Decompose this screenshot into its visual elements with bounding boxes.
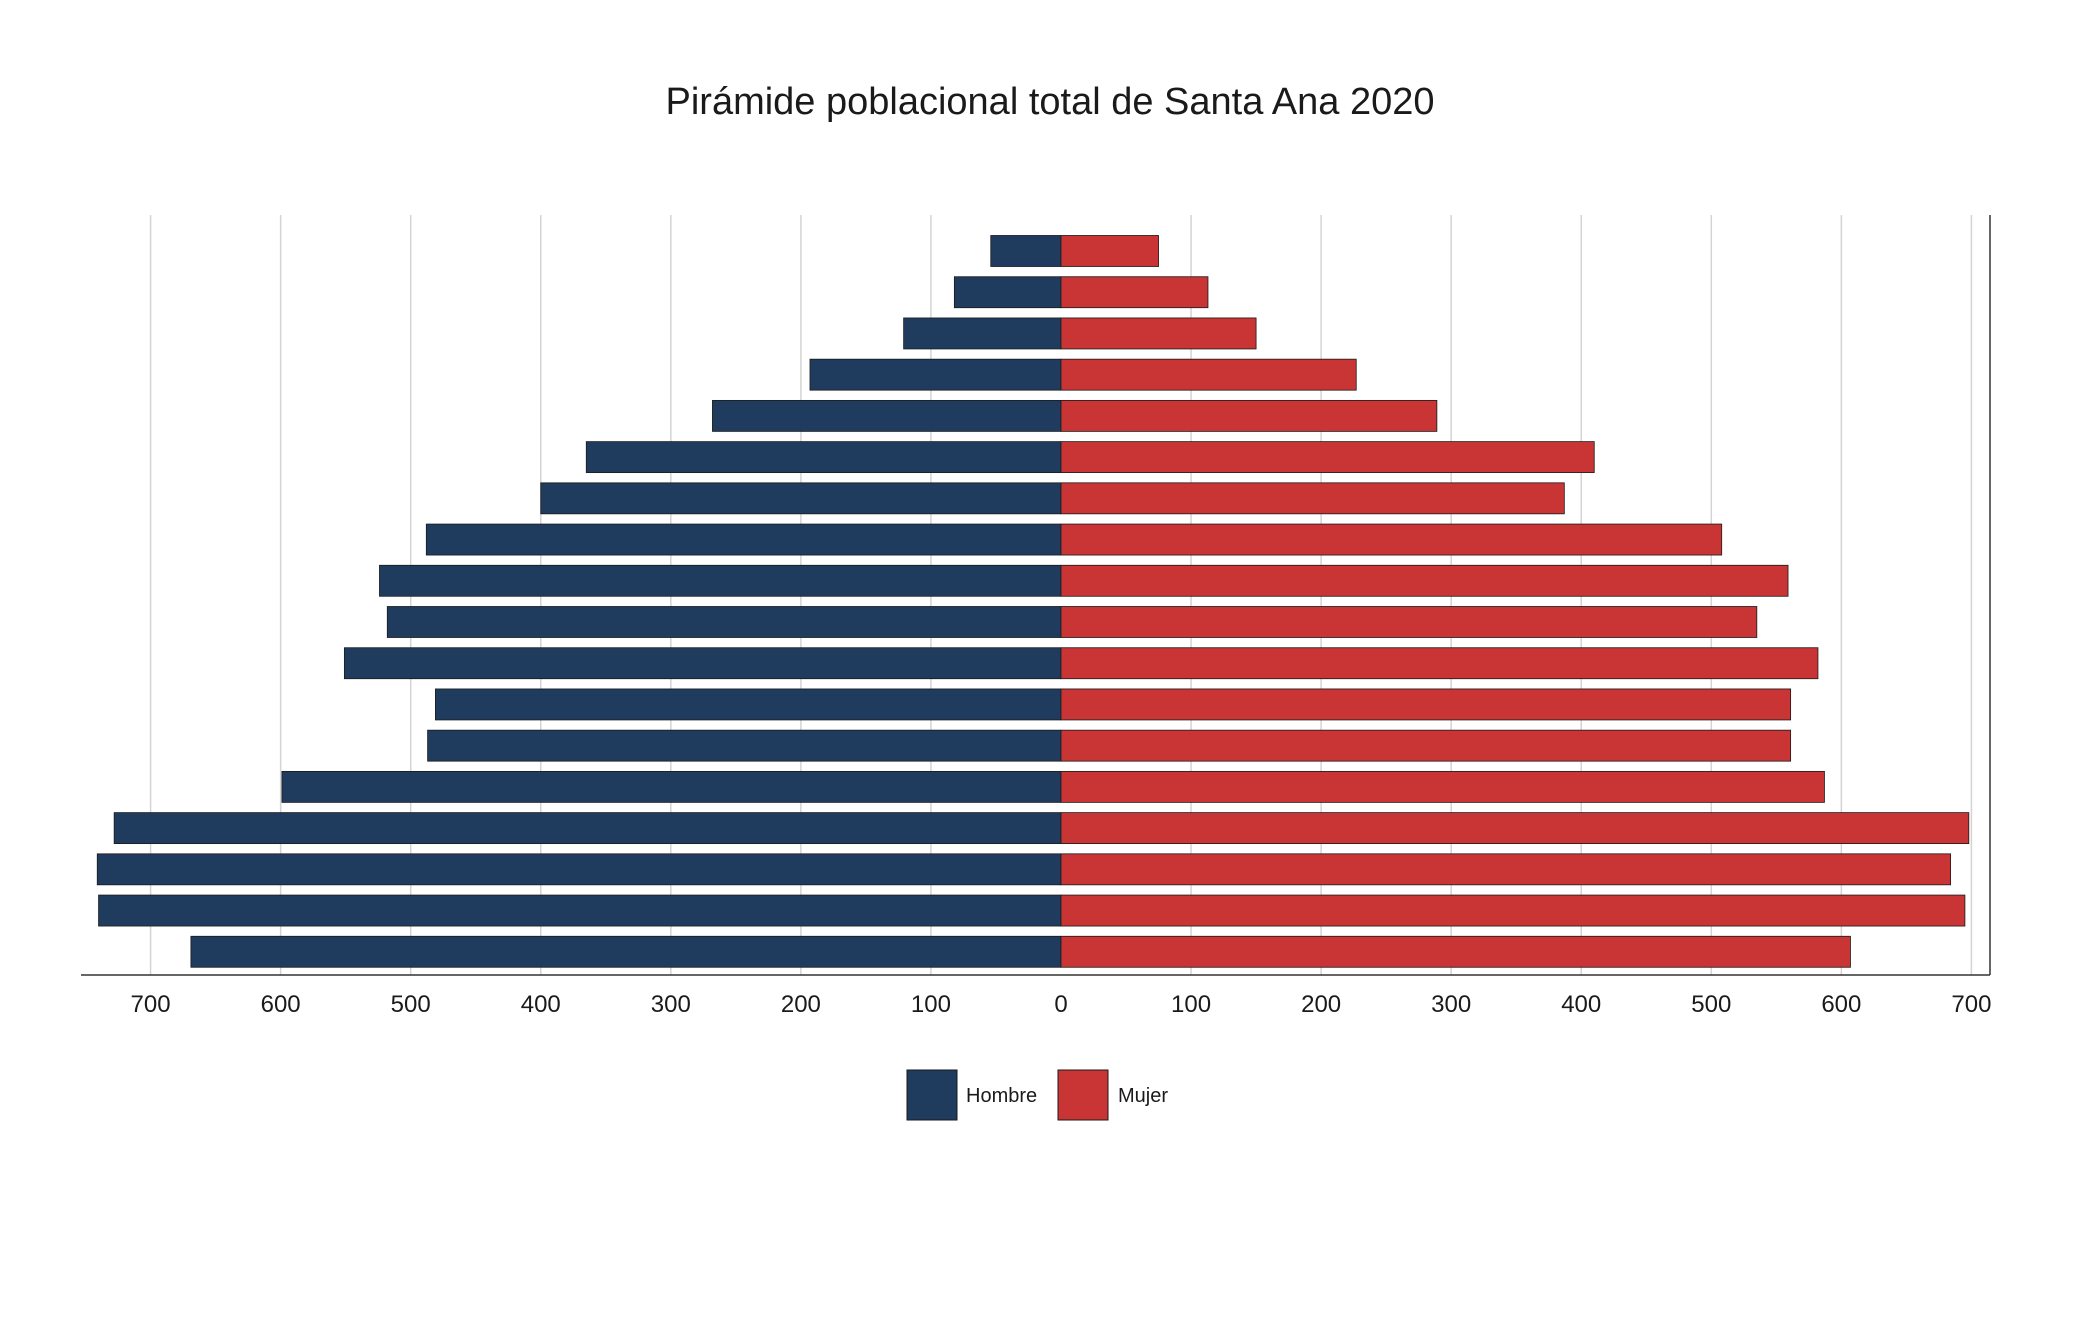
x-tick-label: 300 (651, 991, 691, 1018)
bar-hombre (98, 894, 1062, 927)
bar-mujer (1060, 935, 1851, 968)
bar-hombre (712, 399, 1062, 432)
bar-mujer (1060, 358, 1357, 391)
x-tick-label: 500 (391, 991, 431, 1018)
bar-mujer (1060, 482, 1565, 515)
x-tick-label: 700 (1951, 991, 1991, 1018)
bar-mujer (1060, 853, 1952, 886)
bar-hombre (113, 812, 1062, 845)
legend-swatch (906, 1069, 958, 1121)
x-tick-label: 500 (1691, 991, 1731, 1018)
legend-item-mujer[interactable]: Mujer (1057, 1069, 1168, 1121)
x-tick-label: 100 (911, 991, 951, 1018)
bar-mujer (1060, 564, 1789, 597)
bar-hombre (953, 276, 1062, 309)
x-tick-label: 400 (1561, 991, 1601, 1018)
x-tick-label: 200 (1301, 991, 1341, 1018)
legend-label: Hombre (966, 1085, 1037, 1107)
bars (96, 235, 1970, 968)
bar-mujer (1060, 894, 1966, 927)
x-tick-label: 100 (1171, 991, 1211, 1018)
x-tick-label: 600 (261, 991, 301, 1018)
bar-hombre (427, 729, 1062, 762)
axes (81, 215, 1991, 976)
bar-hombre (343, 647, 1062, 680)
bar-mujer (1060, 606, 1758, 638)
x-tick-label: 700 (131, 991, 171, 1018)
x-tick-label: 300 (1431, 991, 1471, 1018)
bar-mujer (1060, 523, 1723, 556)
bar-mujer (1060, 729, 1792, 762)
x-tick-label: 400 (521, 991, 561, 1018)
legend[interactable]: Hombre Mujer (906, 1069, 1168, 1121)
legend-label: Mujer (1118, 1085, 1168, 1107)
bar-hombre (386, 606, 1062, 638)
bar-hombre (379, 564, 1062, 597)
bar-mujer (1060, 317, 1257, 350)
bar-mujer (1060, 812, 1970, 845)
x-tick-labels: 700 600 500 400 300 200 100 0 100 200 300 400 500 600… (131, 991, 1992, 1018)
bar-hombre (425, 523, 1062, 556)
bar-hombre (435, 688, 1062, 721)
bar-mujer (1060, 441, 1595, 474)
bar-hombre (903, 317, 1062, 350)
chart-title: Pirámide poblacional total de Santa Ana … (666, 81, 1435, 123)
x-tick-label: 200 (781, 991, 821, 1018)
bar-mujer (1060, 688, 1792, 721)
bar-mujer (1060, 276, 1209, 309)
bar-hombre (96, 853, 1062, 886)
bar-mujer (1060, 399, 1438, 432)
bar-hombre (281, 770, 1062, 803)
x-tick-label: 600 (1821, 991, 1861, 1018)
legend-item-hombre[interactable]: Hombre (906, 1069, 1037, 1121)
bar-mujer (1060, 770, 1825, 803)
x-tick-label: 0 (1054, 991, 1067, 1018)
bar-mujer (1060, 235, 1159, 267)
legend-swatch (1057, 1069, 1109, 1121)
bar-hombre (990, 235, 1062, 267)
bar-hombre (585, 441, 1062, 474)
bar-hombre (540, 482, 1062, 515)
bar-hombre (809, 358, 1062, 391)
bar-mujer (1060, 647, 1819, 680)
bar-hombre (190, 935, 1062, 968)
